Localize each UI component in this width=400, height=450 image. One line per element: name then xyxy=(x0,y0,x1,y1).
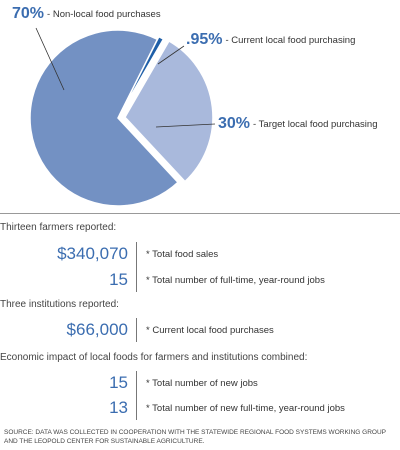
pie-slice xyxy=(118,35,165,116)
pie-chart: 70% - Non-local food purchases .95% - Curre… xyxy=(12,5,378,207)
category-label: - Current local food purchasing xyxy=(225,35,355,46)
stat-value: 13 xyxy=(109,398,128,417)
stat-label: * Current local food purchases xyxy=(146,325,274,336)
stat-label: * Total number of full-time, year-round … xyxy=(146,275,325,286)
stat-value: 15 xyxy=(109,270,128,289)
separator xyxy=(136,371,137,420)
category-label: - Non-local food purchases xyxy=(47,9,161,20)
source-note: SOURCE: DATA WAS COLLECTED IN COOPERATIO… xyxy=(4,429,386,445)
stat-label: * Total number of new full-time, year-ro… xyxy=(146,403,345,414)
value-label: 30% xyxy=(218,115,250,132)
pie-slice xyxy=(124,39,214,183)
value-label: .95% xyxy=(186,31,222,48)
stat-value: 15 xyxy=(109,373,128,392)
separator xyxy=(136,242,137,292)
section-heading: Economic impact of local foods for farme… xyxy=(0,352,308,363)
value-label: 70% xyxy=(12,5,44,22)
section-heading: Three institutions reported: xyxy=(0,299,119,310)
slice-label: .95% - Current local food purchasing xyxy=(186,31,355,48)
slice-label: 30% - Target local food purchasing xyxy=(218,115,378,132)
divider xyxy=(0,213,400,214)
separator xyxy=(136,318,137,342)
slice-label: 70% - Non-local food purchases xyxy=(12,5,161,22)
leader-line xyxy=(157,45,185,65)
category-label: - Target local food purchasing xyxy=(253,119,377,130)
stat-label: * Total number of new jobs xyxy=(146,378,258,389)
stat-label: * Total food sales xyxy=(146,249,219,260)
stat-value: $340,070 xyxy=(57,244,128,263)
stat-value: $66,000 xyxy=(66,320,128,339)
pie-slice xyxy=(29,29,180,207)
section-heading: Thirteen farmers reported: xyxy=(0,222,117,233)
leader-line xyxy=(35,27,65,91)
leader-line xyxy=(155,123,216,128)
